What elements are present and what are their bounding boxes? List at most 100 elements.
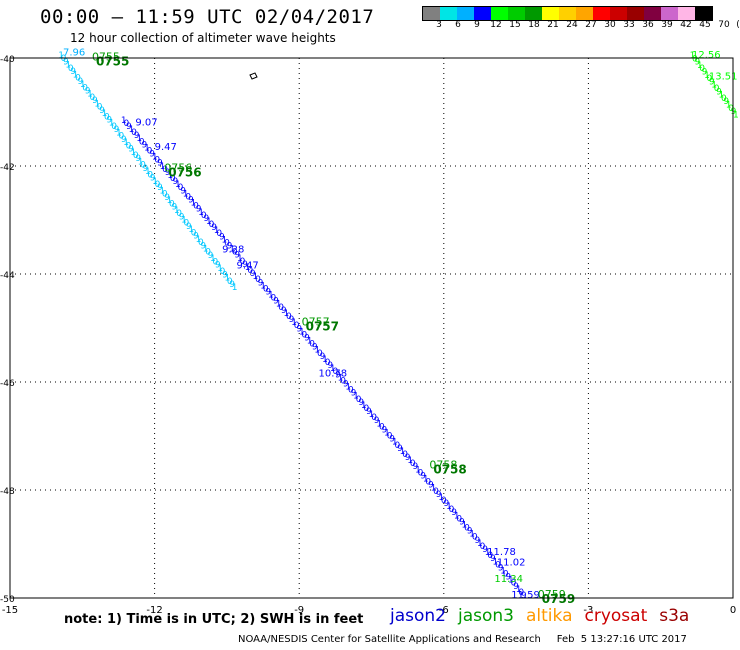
corner-track-mark: 0 [692, 54, 698, 64]
color-scale-label: 12 [490, 20, 502, 30]
y-tick-label: -46 [0, 379, 15, 389]
main-track-light-mark: 0 [133, 151, 139, 161]
main-track-dark-mark: 0 [193, 202, 199, 212]
legend-item-jason3: jason3 [458, 606, 514, 626]
corner-track-mark: 1 [697, 61, 703, 71]
main-track-light-mark: 1 [232, 283, 238, 293]
main-track-dark-mark: 1 [353, 392, 359, 402]
main-track-dark-mark: 9 [505, 573, 511, 583]
wave-height-label: 11.02 [497, 558, 526, 569]
corner-track-mark: 9 [731, 107, 737, 117]
main-track-dark-mark: 1 [245, 263, 251, 273]
main-track-dark-mark: 1 [276, 300, 282, 310]
main-track-light-mark: 9 [229, 280, 235, 290]
y-tick-label: -48 [0, 487, 15, 497]
color-scale-label: 42 [680, 20, 692, 30]
main-track-dark-mark: 1 [260, 281, 266, 291]
legend-item-altika: altika [526, 606, 573, 626]
main-track-dark-mark: 0 [201, 211, 207, 221]
main-track-light-mark: 0 [155, 180, 161, 190]
main-track-dark-mark: 1 [291, 318, 297, 328]
color-scale-label: 27 [585, 20, 597, 30]
main-track-light-mark: 0 [191, 228, 197, 238]
main-track-dark-mark: 0 [340, 376, 346, 386]
main-track-dark-mark: 9 [513, 582, 519, 592]
main-track-dark-mark: 0 [147, 146, 153, 156]
main-track-dark-mark: 9 [281, 306, 287, 316]
main-track-dark-mark: 1 [152, 153, 158, 163]
color-scale-label: (ft) [736, 20, 740, 30]
main-track-dark-mark: 0 [294, 321, 300, 331]
color-swatch [423, 7, 440, 20]
note-text: note: 1) Time is in UTC; 2) SWH is in fe… [64, 612, 364, 627]
main-track-light-mark: 1 [174, 206, 180, 216]
main-track-dark-mark: 9 [172, 177, 178, 187]
main-track-light-mark: 9 [222, 270, 228, 280]
main-track-light-mark: 1 [188, 225, 194, 235]
time-label: 0756 [164, 161, 192, 174]
tracks: 1091091091091091091091091091091091091091… [58, 51, 739, 601]
main-track-dark-mark: 9 [273, 297, 279, 307]
y-tick-label: -44 [0, 271, 15, 281]
main-track-dark-mark: 9 [428, 481, 434, 491]
wave-height-label: 11.59 [511, 590, 540, 601]
main-track-dark-mark: 0 [371, 413, 377, 423]
color-scale-label: 33 [623, 20, 635, 30]
main-track-light-mark: 0 [162, 190, 168, 200]
color-scale-label: 3 [436, 20, 442, 30]
main-track-dark-mark: 0 [348, 386, 354, 396]
main-track-light-mark: 1 [152, 177, 158, 187]
main-track-dark-mark: 0 [170, 174, 176, 184]
main-track-light-mark: 0 [111, 122, 117, 132]
time-label-shadow: 0759 [542, 592, 575, 606]
main-track-light-mark: 1 [58, 51, 64, 61]
main-track-dark-mark: 0 [472, 533, 478, 543]
main-track-light-mark: 0 [104, 112, 110, 122]
main-track-dark-mark: 9 [351, 389, 357, 399]
corner-track-mark: 9 [716, 87, 722, 97]
time-label-shadow: 0757 [306, 319, 339, 333]
color-swatch [661, 7, 678, 20]
x-tick-label: -12 [146, 605, 162, 616]
main-track-light-mark: 9 [164, 193, 170, 203]
main-track-light-mark: 1 [116, 128, 122, 138]
main-track-dark-mark: 1 [229, 245, 235, 255]
main-track-light-mark: 1 [80, 80, 86, 90]
main-track-dark-mark: 0 [209, 220, 215, 230]
main-track-dark-mark: 1 [299, 327, 305, 337]
wave-height-label: 10.78 [318, 369, 347, 380]
color-swatch [508, 7, 525, 20]
main-track-dark-mark: 1 [198, 208, 204, 218]
plot-frame [9, 57, 734, 599]
main-track-dark-mark: 0 [363, 404, 369, 414]
main-track-dark-mark: 0 [178, 183, 184, 193]
main-track-dark-mark: 1 [500, 566, 506, 576]
main-track-light-mark: 1 [87, 90, 93, 100]
main-track-dark-mark: 0 [325, 358, 331, 368]
main-track-light-mark: 0 [61, 54, 67, 64]
main-track-dark-mark: 1 [129, 125, 135, 135]
main-track-dark-mark: 9 [142, 140, 148, 150]
color-swatch [644, 7, 661, 20]
main-track-dark-mark: 1 [431, 484, 437, 494]
main-track-light-mark: 9 [135, 154, 141, 164]
main-track-light-mark: 9 [92, 96, 98, 106]
main-track-dark-mark: 9 [188, 196, 194, 206]
time-label-shadow: 0756 [168, 165, 201, 179]
color-scale-label: 30 [604, 20, 616, 30]
main-track-dark-mark: 0 [480, 542, 486, 552]
main-track-dark-mark: 0 [418, 468, 424, 478]
main-track-dark-mark: 9 [126, 122, 132, 132]
corner-track-mark: 9 [702, 68, 708, 78]
main-track-dark-mark: 0 [410, 459, 416, 469]
main-track-dark-mark: 0 [511, 579, 517, 589]
corner-track-mark: 9 [694, 58, 700, 68]
main-track-dark-mark: 0 [263, 284, 269, 294]
main-track-dark-mark: 0 [503, 570, 509, 580]
x-tick-label: 0 [730, 605, 736, 616]
main-track-light-mark: 9 [157, 183, 163, 193]
main-track-dark-mark: 1 [462, 520, 468, 530]
main-track-light-mark: 0 [176, 209, 182, 219]
main-track-dark-mark: 9 [459, 517, 465, 527]
